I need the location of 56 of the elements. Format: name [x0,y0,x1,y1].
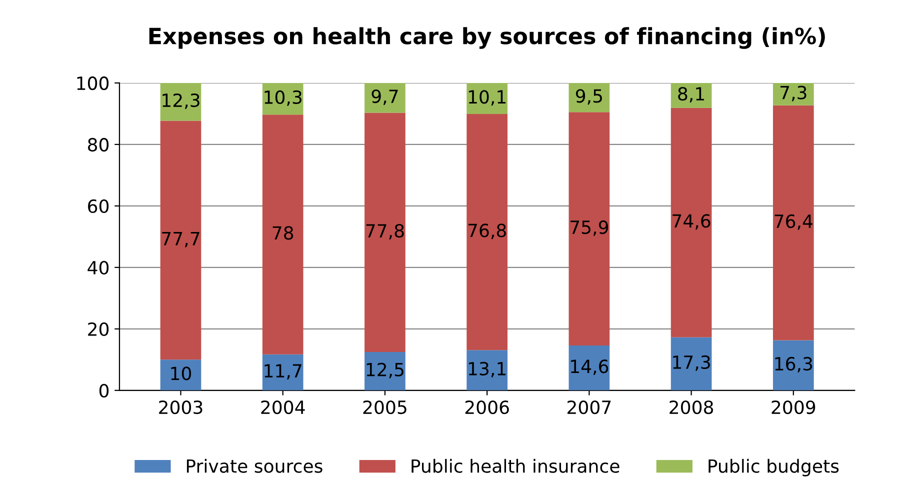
data-label: 10,1 [468,90,506,106]
bar [160,82,202,121]
data-label: 77,8 [366,224,404,240]
data-label: 74,6 [672,214,710,230]
x-tick-label: 2006 [465,400,509,414]
bar [262,354,304,390]
y-tick-label: 0 [99,384,109,398]
data-label: 7,3 [780,86,806,102]
legend-label: Public health insurance [412,458,620,473]
y-tick-label: 20 [88,322,109,336]
data-label: 9,7 [372,89,398,105]
x-tick-label: 2005 [363,400,406,414]
data-label: 76,8 [468,224,506,240]
y-tick-label: 60 [88,199,109,214]
bar [772,340,814,390]
data-label: 8,1 [678,86,704,102]
data-label: 12,3 [162,93,200,109]
data-label: 9,5 [576,89,602,105]
data-label: 17,3 [673,355,710,371]
bar [466,114,508,350]
bar [568,112,610,346]
bar [466,82,508,114]
data-label: 75,9 [570,220,608,236]
chart-title: Expenses on health care by sources of financing (in%) [149,27,825,49]
legend-label: Public budgets [708,458,839,476]
x-tick-label: 2009 [772,400,816,414]
bar [772,82,814,106]
data-label: 78 [272,226,294,240]
y-tick-label: 80 [88,138,109,152]
data-label: 76,4 [774,214,812,230]
bar [364,82,406,113]
data-label: 77,7 [162,232,200,248]
bar [670,108,712,338]
data-label: 16,3 [775,356,812,372]
x-tick-label: 2007 [568,400,611,414]
data-label: 11,7 [264,364,302,380]
data-label: 12,5 [366,362,404,378]
bar [160,120,202,360]
data-label: 10 [171,366,192,380]
x-tick-label: 2004 [261,400,305,414]
bar [670,337,712,390]
legend-label: Private sources [186,458,322,473]
data-label: 10,3 [264,90,302,106]
bar [466,350,508,390]
bar [160,360,202,390]
bar [772,105,814,340]
bar [262,114,304,354]
x-tick-label: 2003 [159,400,202,414]
x-tick-label: 2008 [670,400,714,414]
bar [568,346,610,390]
y-tick-label: 40 [88,260,109,275]
bar [364,352,406,390]
data-label: 14,6 [571,360,608,376]
bar [364,112,406,352]
y-tick-label: 100 [77,76,109,90]
data-label: 13,1 [468,362,506,378]
